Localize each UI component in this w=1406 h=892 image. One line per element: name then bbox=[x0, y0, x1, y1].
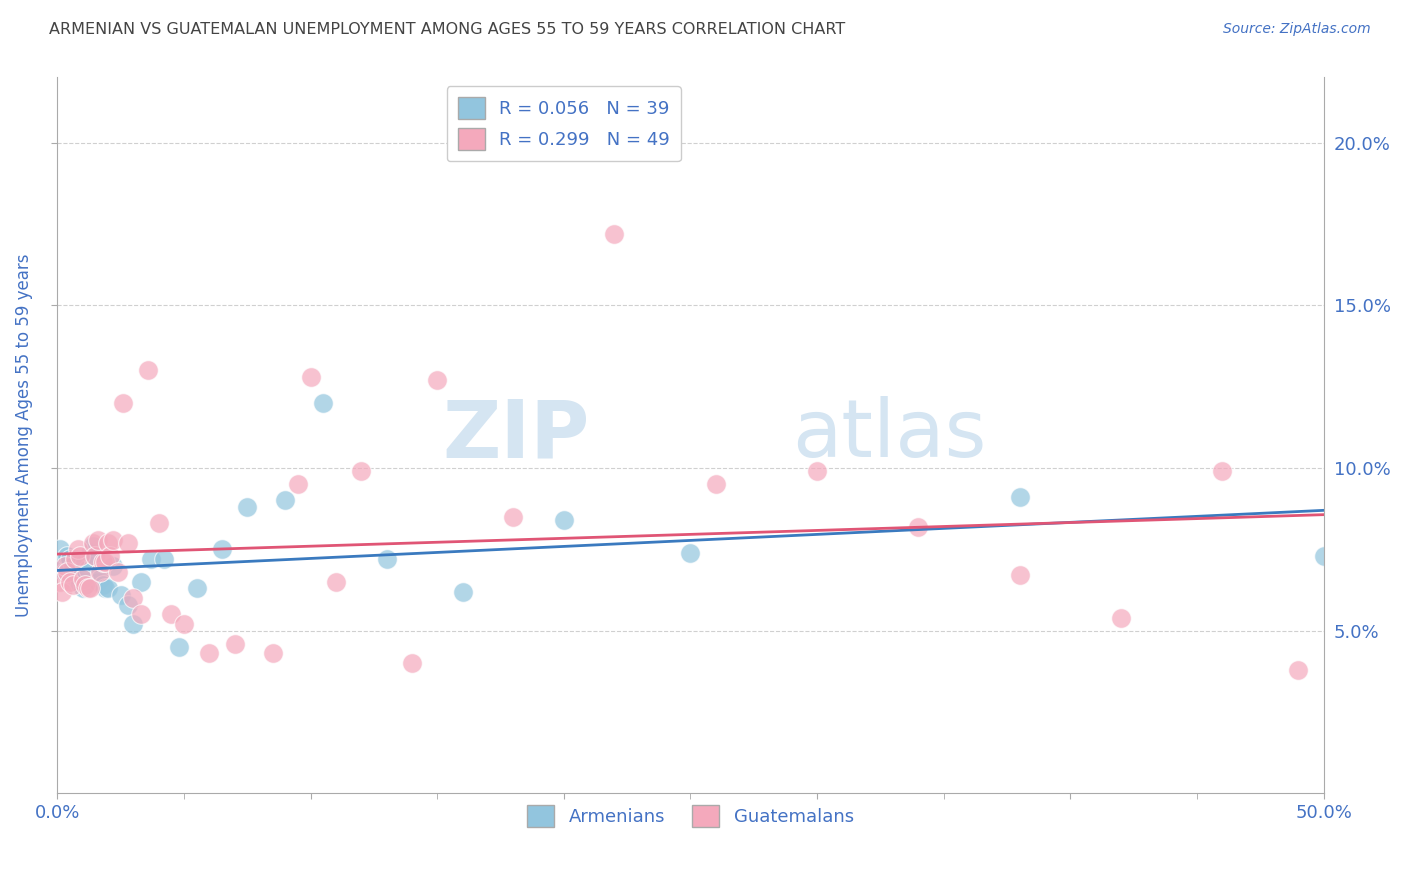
Point bbox=[66, 574, 89, 589]
Point bbox=[1008, 568, 1031, 582]
Point bbox=[110, 588, 132, 602]
Point bbox=[152, 552, 174, 566]
Text: atlas: atlas bbox=[792, 396, 986, 475]
Point bbox=[1109, 610, 1132, 624]
Point bbox=[89, 565, 111, 579]
Point bbox=[49, 574, 72, 589]
Point bbox=[56, 549, 79, 563]
Point bbox=[51, 555, 73, 569]
Y-axis label: Unemployment Among Ages 55 to 59 years: Unemployment Among Ages 55 to 59 years bbox=[15, 253, 32, 617]
Point bbox=[75, 555, 97, 569]
Point bbox=[117, 535, 139, 549]
Point bbox=[173, 617, 195, 632]
Point bbox=[129, 607, 152, 622]
Point bbox=[122, 617, 145, 632]
Point bbox=[1211, 464, 1233, 478]
Point bbox=[907, 519, 929, 533]
Point bbox=[224, 637, 246, 651]
Point bbox=[79, 582, 101, 596]
Point bbox=[97, 535, 120, 549]
Point bbox=[94, 555, 117, 569]
Point bbox=[87, 574, 110, 589]
Point bbox=[89, 572, 111, 586]
Point bbox=[82, 535, 104, 549]
Point bbox=[69, 565, 91, 579]
Point bbox=[101, 533, 124, 547]
Point bbox=[350, 464, 373, 478]
Point bbox=[502, 509, 524, 524]
Point bbox=[53, 558, 76, 573]
Point bbox=[704, 477, 727, 491]
Point bbox=[53, 565, 76, 579]
Point bbox=[262, 647, 284, 661]
Point bbox=[91, 578, 114, 592]
Point bbox=[62, 578, 84, 592]
Point bbox=[1008, 490, 1031, 504]
Point bbox=[56, 565, 79, 579]
Point bbox=[186, 582, 208, 596]
Point bbox=[79, 545, 101, 559]
Point bbox=[274, 493, 297, 508]
Point bbox=[100, 549, 122, 563]
Point bbox=[49, 542, 72, 557]
Point bbox=[72, 572, 94, 586]
Point bbox=[375, 552, 398, 566]
Point bbox=[59, 574, 82, 589]
Point bbox=[112, 396, 135, 410]
Point bbox=[603, 227, 626, 241]
Point bbox=[51, 584, 73, 599]
Point bbox=[97, 582, 120, 596]
Point bbox=[138, 363, 160, 377]
Point bbox=[198, 647, 221, 661]
Point bbox=[91, 555, 114, 569]
Point bbox=[553, 513, 575, 527]
Point bbox=[1312, 549, 1334, 563]
Point bbox=[211, 542, 233, 557]
Point bbox=[117, 598, 139, 612]
Point bbox=[451, 584, 474, 599]
Text: Source: ZipAtlas.com: Source: ZipAtlas.com bbox=[1223, 22, 1371, 37]
Point bbox=[84, 549, 107, 563]
Point bbox=[139, 552, 162, 566]
Point bbox=[287, 477, 309, 491]
Point bbox=[148, 516, 170, 531]
Legend: Armenians, Guatemalans: Armenians, Guatemalans bbox=[520, 798, 860, 834]
Point bbox=[1286, 663, 1309, 677]
Point bbox=[101, 558, 124, 573]
Point bbox=[160, 607, 183, 622]
Point bbox=[167, 640, 190, 654]
Text: ARMENIAN VS GUATEMALAN UNEMPLOYMENT AMONG AGES 55 TO 59 YEARS CORRELATION CHART: ARMENIAN VS GUATEMALAN UNEMPLOYMENT AMON… bbox=[49, 22, 845, 37]
Point bbox=[63, 552, 86, 566]
Point bbox=[325, 574, 347, 589]
Point bbox=[66, 542, 89, 557]
Point bbox=[76, 582, 98, 596]
Point bbox=[94, 582, 117, 596]
Point bbox=[299, 369, 322, 384]
Point bbox=[75, 578, 97, 592]
Point bbox=[129, 574, 152, 589]
Point bbox=[107, 565, 129, 579]
Point bbox=[63, 568, 86, 582]
Point bbox=[72, 582, 94, 596]
Point bbox=[312, 396, 335, 410]
Point bbox=[122, 591, 145, 606]
Point bbox=[76, 562, 98, 576]
Text: ZIP: ZIP bbox=[441, 396, 589, 475]
Point bbox=[426, 373, 449, 387]
Point bbox=[679, 545, 702, 559]
Point bbox=[59, 552, 82, 566]
Point bbox=[84, 549, 107, 563]
Point bbox=[401, 656, 423, 670]
Point bbox=[806, 464, 828, 478]
Point bbox=[62, 558, 84, 573]
Point bbox=[69, 549, 91, 563]
Point bbox=[87, 533, 110, 547]
Point bbox=[82, 539, 104, 553]
Point bbox=[236, 500, 259, 514]
